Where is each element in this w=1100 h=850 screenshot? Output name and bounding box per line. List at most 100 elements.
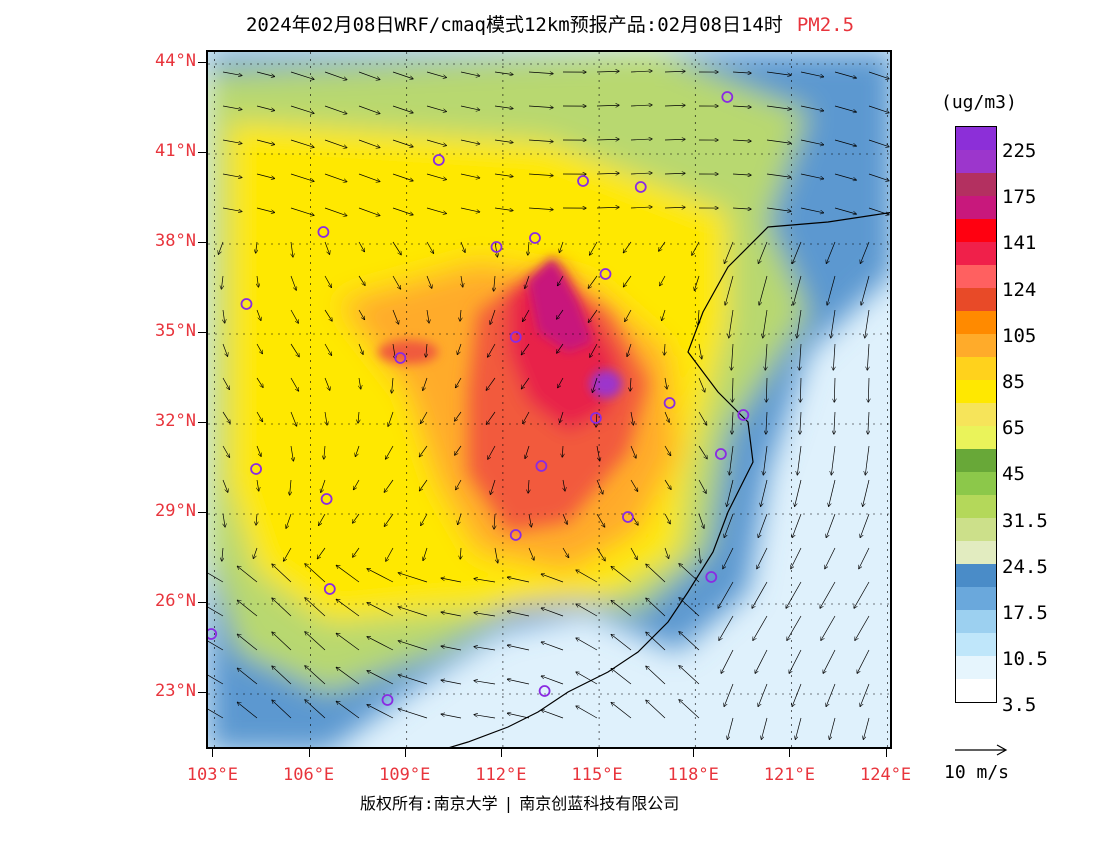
wind-vector [423, 547, 428, 560]
wind-vector [528, 106, 553, 108]
wind-vector [860, 683, 870, 706]
city-marker [323, 583, 336, 595]
wind-vector [528, 479, 529, 493]
wind-vector [679, 666, 700, 685]
wind-vector [325, 411, 327, 425]
wind-vector [758, 513, 768, 537]
legend-swatch [956, 564, 996, 587]
copyright-separator: | [503, 794, 514, 813]
lon-tick [500, 749, 502, 757]
wind-vector [494, 139, 513, 143]
wind-vector [576, 570, 598, 583]
wind-vector [386, 547, 394, 561]
wind-vector [358, 139, 380, 148]
wind-vector [208, 640, 224, 651]
wind-vector [457, 343, 462, 354]
wind-vector [238, 634, 258, 651]
wind-vector [336, 667, 360, 685]
legend-label: 3.5 [1002, 694, 1037, 717]
wind-vector [576, 638, 598, 651]
wind-vector [460, 309, 461, 321]
wind-vector [588, 275, 598, 288]
wind-vector [698, 479, 706, 493]
lon-label: 109°E [379, 765, 431, 785]
wind-vector [596, 479, 603, 494]
wind-scale-arrow [955, 744, 1008, 756]
lat-label: 41°N [155, 141, 196, 161]
wind-vector [386, 445, 394, 459]
wind-vector [319, 513, 326, 525]
wind-vector [521, 343, 530, 355]
lon-tick [404, 749, 406, 757]
wind-vector [419, 445, 428, 457]
wind-vector [611, 703, 632, 719]
legend-swatch [956, 472, 996, 495]
wind-vector [455, 411, 462, 421]
wind-vector [867, 343, 869, 370]
wind-vector [820, 581, 836, 608]
wind-vector [286, 513, 292, 528]
wind-vector [799, 343, 801, 370]
wind-vector [724, 241, 734, 263]
wind-vector [795, 479, 802, 506]
wind-vector [474, 647, 496, 651]
wind-vector [441, 646, 462, 651]
legend-label: 105 [1002, 324, 1037, 347]
legend-label: 31.5 [1002, 509, 1048, 532]
wind-vector [630, 445, 636, 458]
wind-vector [729, 445, 734, 475]
wind-vector [718, 581, 734, 608]
city-markers [208, 91, 750, 706]
wind-vector [290, 309, 298, 323]
map-canvas [208, 52, 890, 747]
wind-vector [324, 207, 347, 216]
wind-vector [664, 207, 685, 208]
city-marker [381, 694, 394, 706]
wind-vector [421, 411, 428, 423]
wind-vector [859, 547, 870, 569]
wind-vector [256, 71, 274, 77]
wind-vector [659, 241, 666, 251]
wind-vector [596, 547, 605, 561]
wind-vector [367, 637, 394, 651]
wind-vector [290, 275, 296, 290]
wind-vector [732, 411, 733, 434]
wind-vector [358, 343, 363, 354]
wind-vector [392, 173, 413, 181]
wind-vector [421, 513, 428, 525]
city-marker [705, 571, 718, 583]
legend-label: 225 [1002, 140, 1037, 162]
wind-vector [223, 513, 225, 527]
wind-vector [752, 581, 768, 608]
wind-vector [508, 645, 530, 651]
wind-vector [358, 71, 380, 80]
wind-vector [719, 615, 734, 640]
wind-vector [208, 708, 224, 719]
wind-vector [664, 71, 685, 72]
wind-vector [646, 700, 666, 719]
wind-vector [494, 513, 495, 529]
wind-vector [392, 71, 413, 79]
legend-label: 141 [1002, 232, 1037, 255]
legend-swatch [956, 518, 996, 541]
lon-tick [885, 749, 887, 757]
wind-vector [596, 105, 619, 106]
wind-vector [317, 547, 326, 559]
wind-vector [426, 207, 446, 214]
wind-vector [358, 275, 365, 285]
wind-vector [324, 309, 332, 321]
wind-vector [238, 702, 258, 719]
legend-label: 85 [1002, 371, 1025, 393]
legend-label: 45 [1002, 463, 1025, 486]
wind-vector [494, 173, 513, 177]
lon-tick [597, 749, 599, 757]
wind-vector [698, 343, 702, 359]
wind-vector [494, 241, 497, 257]
wind-vector [665, 377, 667, 389]
wind-vector [541, 710, 564, 719]
wind-vector [763, 445, 768, 475]
legend-label: 65 [1002, 417, 1025, 440]
wind-vector [441, 578, 462, 583]
wind-vector [358, 105, 380, 114]
wind-vector [398, 607, 428, 617]
